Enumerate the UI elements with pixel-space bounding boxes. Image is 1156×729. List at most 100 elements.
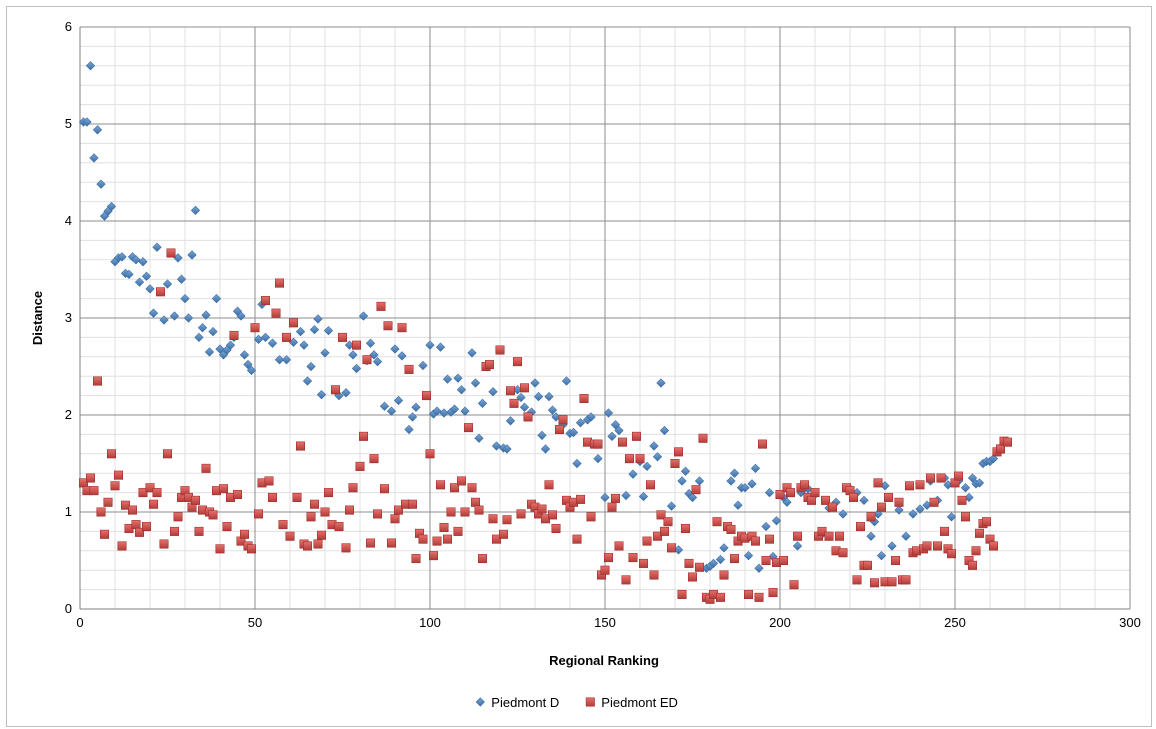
series-2-point <box>156 287 166 297</box>
series-2-point <box>93 376 103 386</box>
series-1-point <box>106 201 117 212</box>
series-2-point <box>873 478 883 488</box>
series-1-point <box>425 340 435 350</box>
series-2-point <box>799 480 809 490</box>
series-1-point <box>747 479 757 489</box>
series-2-point <box>278 520 288 530</box>
series-2-point <box>505 386 515 396</box>
series-2-point <box>729 554 739 564</box>
series-2-point <box>495 345 505 355</box>
axis-layer: 0 50 100 150 200 250 300 0 1 2 3 4 5 6 <box>65 19 1141 630</box>
series-2-point <box>439 523 449 533</box>
series-2-point <box>285 531 295 541</box>
series-1-point <box>323 325 334 336</box>
series-2-point <box>103 497 113 507</box>
series-2-point <box>145 483 155 493</box>
series-1-point <box>656 378 666 388</box>
series-2-point <box>806 495 816 505</box>
series-2-point <box>135 527 145 537</box>
series-1-point <box>187 250 197 260</box>
series-2-point <box>792 531 802 541</box>
series-1-point <box>96 179 106 189</box>
series-1-point <box>453 373 463 383</box>
series-2-point <box>754 592 764 602</box>
series-1-point <box>764 487 775 498</box>
series-2-point <box>208 510 218 520</box>
series-2-point <box>215 544 225 554</box>
series-1-point <box>491 441 502 451</box>
series-1-point <box>614 425 624 436</box>
series-1-point <box>411 402 421 412</box>
series-1-point <box>449 404 460 414</box>
series-2-point <box>936 473 946 483</box>
legend-item-2: Piedmont ED <box>585 695 678 710</box>
series-2-point <box>593 439 603 449</box>
series-2-point <box>509 398 519 408</box>
series-1-point <box>169 311 180 321</box>
series-2-point <box>855 522 865 532</box>
series-1-point <box>190 205 201 215</box>
series-1-point <box>341 388 351 398</box>
series-2-point <box>376 301 386 311</box>
series-1-point <box>439 408 449 418</box>
series-1-point <box>743 551 754 561</box>
series-2-point <box>537 504 547 514</box>
series-1-point <box>474 433 484 443</box>
y-tick-label: 4 <box>65 213 72 228</box>
series-1-point <box>390 344 400 354</box>
series-1-point <box>309 325 320 335</box>
series-2-point <box>320 507 330 517</box>
series-2-point <box>110 481 120 491</box>
y-tick-label: 6 <box>65 19 72 34</box>
series-2-point <box>691 485 701 495</box>
series-1-point <box>267 338 278 348</box>
series-2-point <box>240 529 250 539</box>
x-tick-label: 0 <box>76 615 83 630</box>
series-2-point <box>365 538 375 548</box>
series-1-point <box>533 391 544 402</box>
series-2-point <box>642 536 652 546</box>
series-2-point <box>974 528 984 538</box>
series-2-point <box>281 332 291 342</box>
series-2-point <box>89 486 99 496</box>
series-1-point <box>404 424 414 435</box>
series-1-point <box>89 153 99 163</box>
series-1-point <box>299 340 309 350</box>
series-1-point <box>194 332 204 343</box>
series-1-point <box>715 554 726 565</box>
series-1-point <box>358 311 369 321</box>
series-1-point <box>502 444 512 454</box>
series-1-point <box>204 347 215 357</box>
series-2-point <box>117 541 127 551</box>
series-1-point <box>141 271 152 281</box>
series-1-point <box>687 492 698 503</box>
chart-frame <box>6 6 1152 727</box>
series-1-point <box>719 543 729 553</box>
series-2-point <box>107 449 117 459</box>
series-2-point <box>362 355 372 365</box>
series-2-point <box>600 565 610 575</box>
series-2-point <box>925 473 935 483</box>
series-2-point <box>953 471 963 481</box>
series-2-point <box>100 529 110 539</box>
series-1-point <box>253 334 264 344</box>
series-2-point <box>446 507 456 517</box>
series-2-point <box>698 433 708 443</box>
series-1-point <box>600 492 610 503</box>
series-2-point <box>817 526 827 536</box>
series-2-point <box>418 534 428 544</box>
series-2-point <box>988 541 998 551</box>
series-1-point <box>708 558 719 569</box>
series-2-point <box>341 543 351 553</box>
series-1-point <box>754 563 764 573</box>
series-2-point <box>512 357 522 367</box>
series-2-point <box>789 580 799 590</box>
series-2-point <box>467 483 477 493</box>
series-1-point <box>677 476 687 486</box>
series-2-point <box>86 473 96 483</box>
series-1-point <box>729 468 740 478</box>
series-2-point <box>330 385 340 395</box>
series-2-point <box>743 589 753 599</box>
series-1-point <box>208 326 218 337</box>
